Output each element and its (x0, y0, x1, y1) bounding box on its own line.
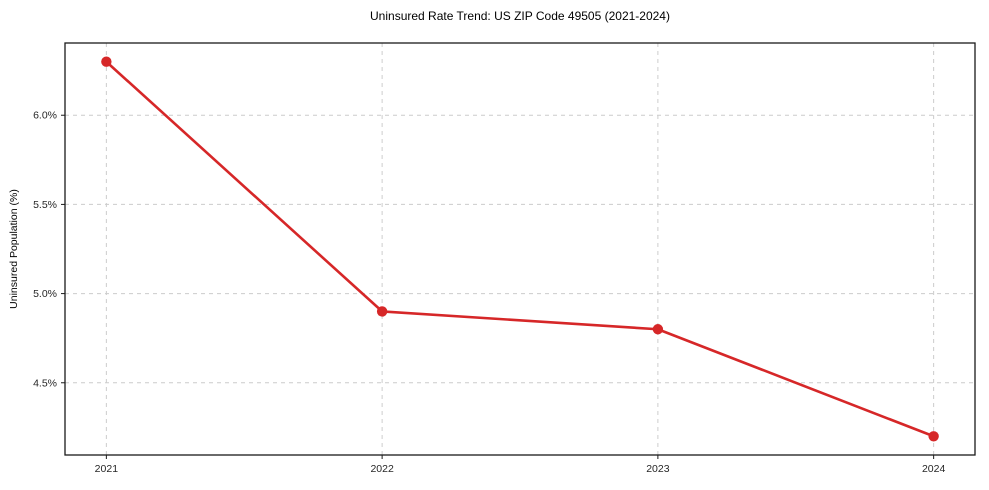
data-point-marker (652, 324, 664, 335)
x-tick-label: 2021 (95, 463, 119, 475)
plot-border (64, 42, 976, 456)
y-tick-label: 6.0% (33, 110, 57, 122)
x-tick-label: 2023 (646, 463, 670, 475)
y-tick-label: 5.5% (33, 199, 57, 211)
data-point-marker (928, 431, 939, 442)
trend-line (105, 60, 935, 438)
data-point-marker (101, 56, 112, 67)
chart-title: Uninsured Rate Trend: US ZIP Code 49505 … (370, 9, 670, 23)
x-tick-label: 2022 (370, 463, 394, 475)
y-tick-label: 4.5% (33, 377, 57, 389)
y-tick-label: 5.0% (33, 288, 57, 300)
data-point-marker (376, 306, 388, 317)
x-tick-label: 2024 (922, 463, 946, 475)
